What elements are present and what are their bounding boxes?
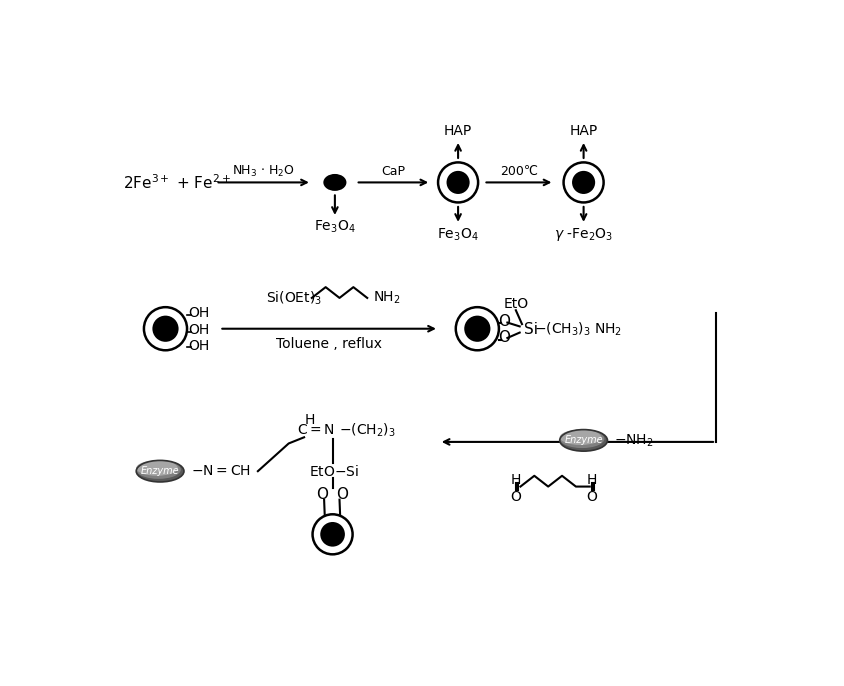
Ellipse shape — [136, 460, 177, 476]
Text: O: O — [510, 490, 521, 504]
Text: OH: OH — [188, 323, 209, 338]
Text: C$=$N: C$=$N — [296, 423, 334, 438]
Text: Enzyme: Enzyme — [141, 466, 179, 476]
Text: HAP: HAP — [569, 124, 597, 138]
Text: NH$_2$: NH$_2$ — [373, 289, 401, 306]
Text: OH: OH — [188, 307, 209, 320]
Ellipse shape — [559, 429, 607, 451]
Text: $\gamma$ -Fe$_2$O$_3$: $\gamma$ -Fe$_2$O$_3$ — [554, 226, 613, 244]
Ellipse shape — [559, 429, 603, 448]
Circle shape — [571, 171, 594, 194]
Text: EtO$-$Si: EtO$-$Si — [309, 464, 360, 479]
Text: O: O — [498, 331, 510, 346]
Text: $-$(CH$_2$)$_3$: $-$(CH$_2$)$_3$ — [338, 422, 395, 439]
Text: 2Fe$^{3+}$ + Fe$^{2+}$: 2Fe$^{3+}$ + Fe$^{2+}$ — [123, 173, 230, 192]
Text: O: O — [498, 314, 510, 329]
Text: $-$N$=$CH: $-$N$=$CH — [191, 464, 251, 478]
Ellipse shape — [136, 460, 184, 482]
Circle shape — [463, 316, 490, 342]
Text: H: H — [587, 473, 597, 488]
Text: Fe$_3$O$_4$: Fe$_3$O$_4$ — [436, 226, 479, 243]
Circle shape — [446, 171, 469, 194]
Text: Si: Si — [523, 322, 537, 337]
Text: HAP: HAP — [443, 124, 472, 138]
Text: Toluene , reflux: Toluene , reflux — [275, 337, 381, 351]
Circle shape — [143, 307, 187, 351]
Text: OH: OH — [188, 339, 209, 353]
Text: $-$(CH$_3$)$_3$ NH$_2$: $-$(CH$_3$)$_3$ NH$_2$ — [533, 321, 622, 338]
Text: Si(OEt)$_3$: Si(OEt)$_3$ — [265, 289, 322, 307]
Text: O: O — [316, 487, 327, 501]
Text: H: H — [510, 473, 521, 488]
Ellipse shape — [559, 429, 601, 445]
Circle shape — [437, 163, 478, 202]
Circle shape — [152, 316, 178, 342]
Text: Enzyme: Enzyme — [564, 436, 603, 445]
Text: $-$NH$_2$: $-$NH$_2$ — [614, 432, 653, 449]
Text: Fe$_3$O$_4$: Fe$_3$O$_4$ — [314, 219, 355, 235]
Text: CaP: CaP — [381, 165, 405, 178]
Ellipse shape — [136, 460, 181, 479]
Circle shape — [563, 163, 603, 202]
Text: O: O — [335, 487, 348, 501]
Text: H: H — [304, 414, 314, 427]
Text: O: O — [586, 490, 597, 504]
Text: EtO: EtO — [503, 297, 528, 311]
Circle shape — [455, 307, 498, 351]
Text: 200℃: 200℃ — [500, 165, 538, 178]
Text: NH$_3$ $\cdot$ H$_2$O: NH$_3$ $\cdot$ H$_2$O — [232, 164, 295, 179]
Ellipse shape — [323, 174, 346, 191]
Circle shape — [320, 522, 344, 547]
Circle shape — [312, 514, 352, 554]
